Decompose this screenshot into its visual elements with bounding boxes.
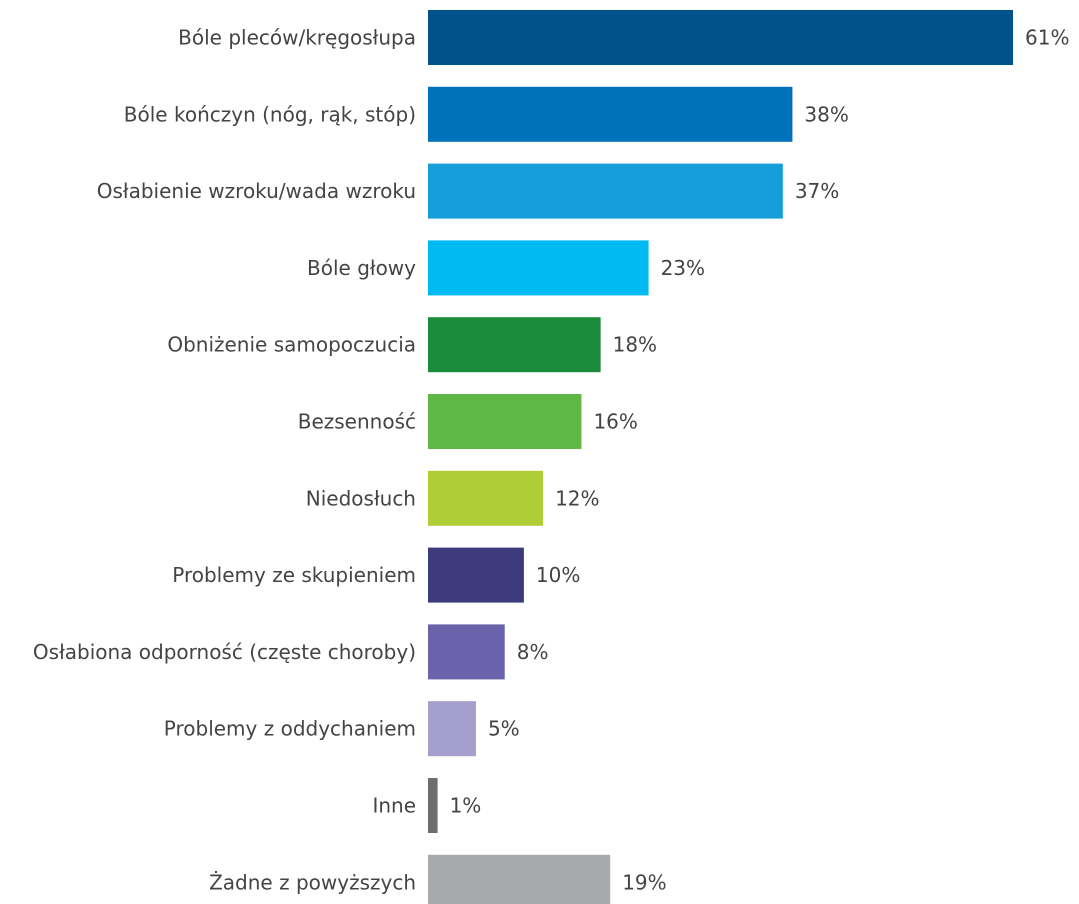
category-label-bezsennosc: Bezsenność [298,410,416,434]
value-label-bezsennosc: 16% [593,410,637,434]
category-label-oslabiona-odpornosc-czeste-choroby: Osłabiona odporność (częste choroby) [33,640,416,664]
bar-oslabienie-wzroku-wada-wzroku [428,163,783,219]
category-label-bole-plecow-kregoslupa: Bóle pleców/kręgosłupa [178,26,416,50]
value-label-bole-plecow-kregoslupa: 61% [1025,26,1069,50]
category-label-niedosluch: Niedosłuch [306,486,416,510]
category-label-bole-glowy: Bóle głowy [307,256,416,280]
value-label-inne: 1% [450,794,482,818]
category-label-inne: Inne [372,794,416,818]
bar-zadne-z-powyzszych [428,854,611,904]
value-label-oslabienie-wzroku-wada-wzroku: 37% [795,179,839,203]
value-label-obnizenie-samopoczucia: 18% [613,333,657,357]
bar-bezsennosc [428,394,582,449]
category-label-problemy-ze-skupieniem: Problemy ze skupieniem [172,563,416,587]
bar-bole-glowy [428,240,649,296]
category-label-zadne-z-powyzszych: Żadne z powyższych [209,870,416,894]
bar-problemy-z-oddychaniem [428,701,476,757]
category-label-bole-konczyn-nog-rak-stop: Bóle kończyn (nóg, rąk, stóp) [124,102,416,126]
value-labels: 61% 38% 37% 23% 18% 16% 12% 10% 8% 5% 1% 19% [450,26,1070,895]
value-label-zadne-z-powyzszych: 19% [622,870,666,894]
category-label-oslabienie-wzroku-wada-wzroku: Osłabienie wzroku/wada wzroku [97,179,416,203]
value-label-niedosluch: 12% [555,486,599,510]
bar-bole-konczyn-nog-rak-stop [428,86,793,142]
category-labels: Bóle pleców/kręgosłupa Bóle kończyn (nóg,… [33,26,416,895]
bar-inne [428,778,438,833]
bar-niedosluch [428,470,544,526]
value-label-bole-glowy: 23% [661,256,705,280]
value-label-problemy-z-oddychaniem: 5% [488,717,520,741]
category-label-problemy-z-oddychaniem: Problemy z oddychaniem [164,717,416,741]
value-label-problemy-ze-skupieniem: 10% [536,563,580,587]
category-label-obnizenie-samopoczucia: Obniżenie samopoczucia [167,333,416,357]
bar-problemy-ze-skupieniem [428,547,524,603]
value-label-bole-konczyn-nog-rak-stop: 38% [804,102,848,126]
bars-layer [428,10,1013,904]
bar-oslabiona-odpornosc-czeste-choroby [428,624,505,680]
bar-obnizenie-samopoczucia [428,317,601,373]
value-label-oslabiona-odpornosc-czeste-choroby: 8% [517,640,549,664]
bar-bole-plecow-kregoslupa [428,10,1013,65]
